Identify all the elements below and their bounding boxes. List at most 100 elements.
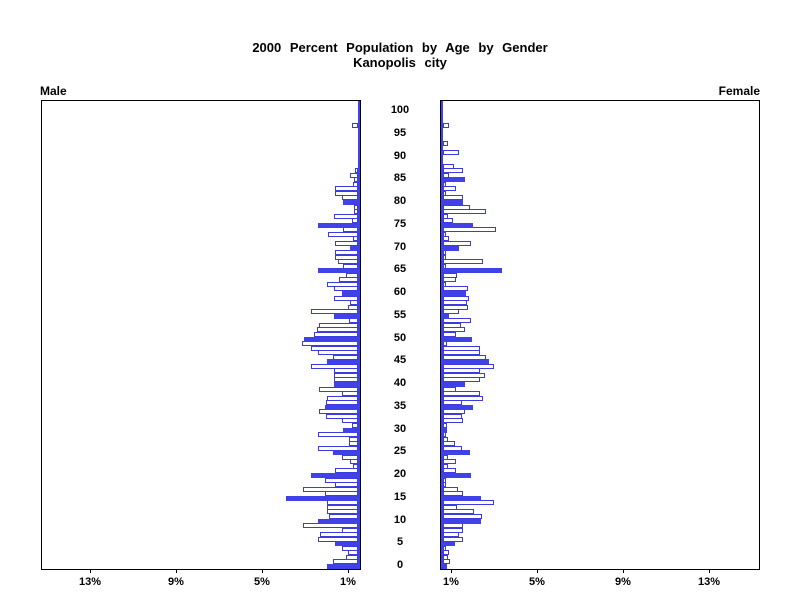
male-bar-age-64 <box>346 273 358 278</box>
female-bar-age-12 <box>443 509 474 514</box>
female-bar-age-61 <box>443 286 468 291</box>
female-bar-age-53 <box>443 323 461 328</box>
female-bar-age-8 <box>443 528 463 533</box>
male-bar-age-83 <box>335 186 358 191</box>
age-tick-label-35: 35 <box>393 400 407 412</box>
male-bar-age-80 <box>343 200 358 205</box>
female-bar-age-55 <box>443 314 449 319</box>
male-pct-tick-label-9: 9% <box>168 576 184 588</box>
chart-title-line1: 2000 Percent Population by Age by Gender <box>252 40 548 55</box>
female-pct-tick-9 <box>623 569 624 573</box>
chart-title: 2000 Percent Population by Age by Gender… <box>0 40 800 70</box>
male-bar-age-37 <box>327 396 358 401</box>
male-bar-age-15 <box>286 496 358 501</box>
male-bar-age-97 <box>352 123 358 128</box>
male-bar-age-50 <box>304 337 358 342</box>
male-bar-age-87 <box>355 168 358 173</box>
female-bar-age-4 <box>443 546 446 551</box>
female-bar-age-62 <box>443 282 446 287</box>
male-bar-age-29 <box>318 432 358 437</box>
female-bar-age-68 <box>443 255 446 260</box>
female-bar-age-28 <box>443 437 448 442</box>
male-pct-tick-1 <box>348 569 349 573</box>
male-bar-age-19 <box>325 478 358 483</box>
female-pct-tick-13 <box>709 569 710 573</box>
female-bar-age-13 <box>443 505 457 510</box>
female-bar-age-26 <box>443 446 462 451</box>
female-bar-age-93 <box>443 141 448 146</box>
age-tick-label-85: 85 <box>393 172 407 184</box>
age-tick-label-60: 60 <box>393 286 407 298</box>
male-bar-age-55 <box>334 314 358 319</box>
male-bar-age-20 <box>311 473 358 478</box>
age-tick-label-20: 20 <box>393 468 407 480</box>
female-baseline-axis <box>441 101 443 569</box>
female-pct-tick-label-5: 5% <box>529 576 545 588</box>
age-tick-label-40: 40 <box>393 377 407 389</box>
female-bar-age-75 <box>443 223 473 228</box>
female-bar-age-11 <box>443 514 482 519</box>
male-bar-age-6 <box>318 537 358 542</box>
female-bar-age-3 <box>443 550 449 555</box>
female-bar-age-59 <box>443 296 469 301</box>
female-bar-age-57 <box>443 305 468 310</box>
male-bar-age-44 <box>311 364 358 369</box>
male-baseline-axis <box>358 101 360 569</box>
age-tick-label-50: 50 <box>393 332 407 344</box>
male-bar-age-62 <box>327 282 358 287</box>
male-bar-age-69 <box>335 250 358 255</box>
male-bar-age-53 <box>319 323 358 328</box>
male-bar-age-1 <box>333 559 358 564</box>
male-bar-age-8 <box>342 528 358 533</box>
age-tick-label-25: 25 <box>393 445 407 457</box>
male-bar-age-73 <box>328 232 358 237</box>
male-bar-age-40 <box>334 382 358 387</box>
male-bar-age-77 <box>334 214 358 219</box>
male-bar-age-22 <box>353 464 358 469</box>
male-bar-age-10 <box>318 519 358 524</box>
male-bar-age-33 <box>326 414 358 419</box>
female-bar-age-30 <box>443 428 447 433</box>
male-bar-age-60 <box>342 291 358 296</box>
male-bar-age-68 <box>335 255 358 260</box>
female-pct-tick-5 <box>537 569 538 573</box>
female-bar-age-80 <box>443 200 463 205</box>
male-bar-age-11 <box>329 514 358 519</box>
female-bar-age-54 <box>443 318 471 323</box>
male-bar-age-4 <box>342 546 358 551</box>
female-bar-age-22 <box>443 464 448 469</box>
female-bar-age-15 <box>443 496 481 501</box>
male-pct-tick-label-5: 5% <box>254 576 270 588</box>
female-bar-age-79 <box>443 205 470 210</box>
male-bar-age-13 <box>327 505 358 510</box>
male-pct-tick-label-13: 13% <box>78 576 102 588</box>
female-bar-age-17 <box>443 487 458 492</box>
female-bar-age-19 <box>443 478 446 483</box>
age-tick-label-55: 55 <box>393 309 407 321</box>
male-axis-label: Male <box>40 84 67 98</box>
female-bar-age-64 <box>443 273 457 278</box>
female-bar-age-85 <box>443 177 465 182</box>
age-tick-label-30: 30 <box>393 423 407 435</box>
female-bar-age-77 <box>443 214 448 219</box>
female-bar-age-83 <box>443 186 456 191</box>
female-bar-age-42 <box>443 373 485 378</box>
male-bar-age-28 <box>349 437 358 442</box>
male-bar-age-17 <box>303 487 358 492</box>
age-tick-label-90: 90 <box>393 150 407 162</box>
female-bar-age-39 <box>443 387 456 392</box>
age-tick-label-10: 10 <box>393 514 407 526</box>
male-bar-age-66 <box>343 264 358 269</box>
male-pct-tick-13 <box>90 569 91 573</box>
chart-title-line2: Kanopolis city <box>353 55 447 70</box>
male-bar-age-56 <box>311 309 358 314</box>
male-bar-age-42 <box>334 373 358 378</box>
female-bar-age-70 <box>443 246 459 251</box>
female-bar-age-6 <box>443 537 463 542</box>
male-bar-age-84 <box>353 182 358 187</box>
female-bar-age-73 <box>443 232 446 237</box>
female-pct-tick-1 <box>451 569 452 573</box>
male-bar-age-48 <box>311 346 358 351</box>
male-bar-age-86 <box>350 173 358 178</box>
female-pct-tick-label-9: 9% <box>615 576 631 588</box>
